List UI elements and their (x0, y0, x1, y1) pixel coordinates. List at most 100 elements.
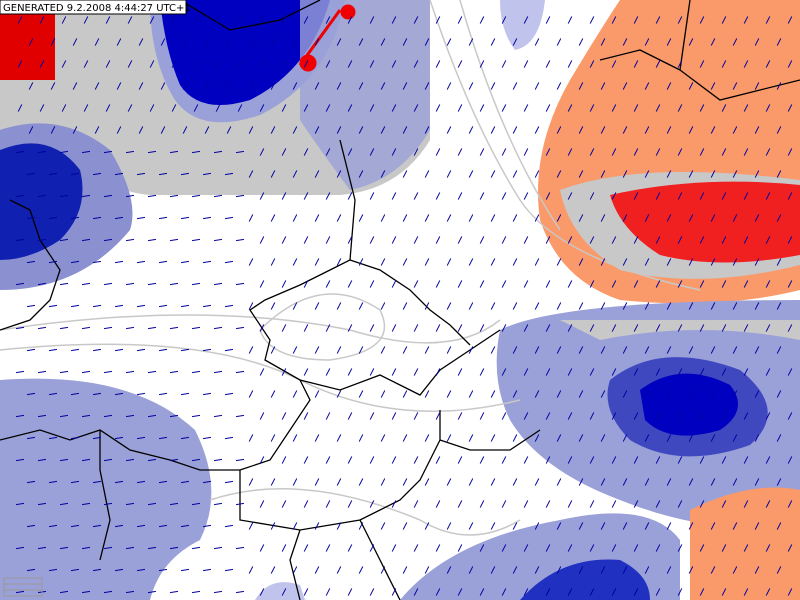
wind-barb (424, 478, 430, 486)
wind-barb (688, 170, 694, 178)
wind-barb (70, 304, 80, 308)
wind-barb (787, 16, 793, 24)
wind-barb (158, 568, 168, 572)
gray-zone (560, 320, 800, 340)
wind-barb (446, 478, 452, 486)
wind-barb (358, 126, 364, 134)
wind-barb (281, 368, 287, 376)
wind-barb (358, 170, 364, 178)
wind-barb (644, 82, 650, 90)
wind-barb (479, 104, 485, 112)
wind-barb (600, 170, 606, 178)
wind-barb (457, 544, 463, 552)
wind-barb (479, 588, 485, 596)
wind-barb (59, 150, 69, 154)
wind-barb (70, 348, 80, 352)
wind-barb (490, 82, 496, 90)
wind-barb (224, 260, 234, 264)
wind-barb (28, 82, 34, 90)
wind-barb (688, 346, 694, 354)
wind-barb (677, 104, 683, 112)
wind-barb (732, 390, 738, 398)
wind-barb (644, 38, 650, 46)
wind-barb (732, 38, 738, 46)
wind-barb (534, 390, 540, 398)
wind-barb (402, 82, 408, 90)
wind-barb (435, 456, 441, 464)
wind-barb (677, 16, 683, 24)
wind-barb (468, 82, 474, 90)
wind-barb (677, 456, 683, 464)
wind-barb (147, 590, 157, 594)
wind-barb (191, 238, 201, 242)
wind-barb (446, 346, 452, 354)
wind-barb (765, 148, 771, 156)
wind-barb (578, 214, 584, 222)
wind-barb (224, 436, 234, 440)
wind-barb (114, 260, 124, 264)
wind-barb (83, 104, 89, 112)
wind-barb (567, 500, 573, 508)
wind-barb (259, 16, 265, 24)
wind-barb (699, 16, 705, 24)
wind-barb (501, 456, 507, 464)
wind-barb (490, 258, 496, 266)
wind-barb (336, 82, 342, 90)
wind-barb (688, 126, 694, 134)
wind-barb (26, 260, 36, 264)
wind-barb (160, 126, 166, 134)
wind-barb (92, 568, 102, 572)
wind-barb (743, 324, 749, 332)
wind-barb (281, 104, 287, 112)
wind-barb (721, 60, 727, 68)
wind-barb (314, 566, 320, 574)
wind-barb (688, 390, 694, 398)
wind-barb (468, 38, 474, 46)
wind-barb (204, 38, 210, 46)
wind-barb (534, 566, 540, 574)
wind-barb (776, 214, 782, 222)
wind-barb (303, 16, 309, 24)
wind-barb (347, 148, 353, 156)
wind-barb (611, 16, 617, 24)
wind-barb (534, 258, 540, 266)
wind-barb (114, 436, 124, 440)
wind-barb (534, 346, 540, 354)
wind-barb (303, 60, 309, 68)
wind-barb (380, 258, 386, 266)
wind-barb (81, 458, 91, 462)
wind-barb (545, 16, 551, 24)
wind-barb (26, 480, 36, 484)
wind-barb (202, 524, 212, 528)
wind-barb (655, 16, 661, 24)
wind-barb (633, 60, 639, 68)
wind-barb (248, 258, 254, 266)
wind-barb (336, 258, 342, 266)
wind-barb (666, 478, 672, 486)
wind-barb (633, 544, 639, 552)
wind-barb (202, 480, 212, 484)
wind-barb (655, 192, 661, 200)
wind-barb (314, 170, 320, 178)
wind-barb (169, 458, 179, 462)
wind-barb (534, 126, 540, 134)
wind-barb (281, 544, 287, 552)
wind-barb (622, 258, 628, 266)
wind-barb (523, 192, 529, 200)
wind-barb (600, 82, 606, 90)
wind-barb (303, 588, 309, 596)
wind-barb (787, 148, 793, 156)
wind-barb (743, 588, 749, 596)
wind-barb (512, 170, 518, 178)
wind-barb (303, 456, 309, 464)
wind-barb (303, 324, 309, 332)
wind-barb (721, 148, 727, 156)
wind-barb (292, 214, 298, 222)
wind-barb (103, 150, 113, 154)
wind-barb (325, 280, 331, 288)
wind-barb (479, 236, 485, 244)
wind-barb (270, 38, 276, 46)
wind-barb (70, 392, 80, 396)
wind-barb (512, 390, 518, 398)
wind-barb (567, 544, 573, 552)
